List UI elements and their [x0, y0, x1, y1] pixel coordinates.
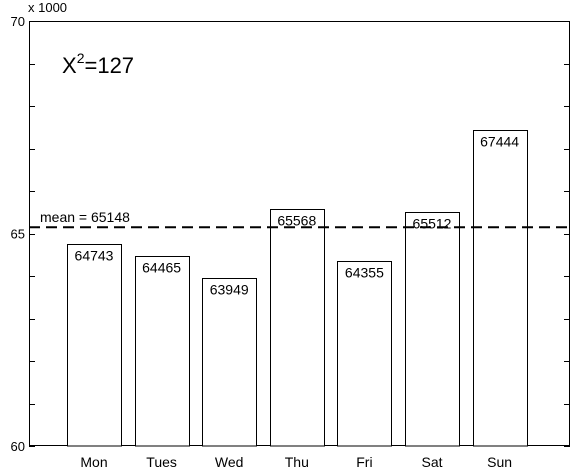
category-label: Thu: [285, 454, 309, 470]
y-multiplier-label: x 1000: [28, 0, 67, 15]
bar-wed: [202, 278, 257, 447]
bar-value-label: 64465: [142, 260, 181, 276]
category-label: Sun: [487, 454, 512, 470]
y-tick-labels: 60 65 70: [11, 14, 25, 454]
bar-mon: [67, 244, 122, 447]
chi-square-annotation: X2=127: [62, 50, 134, 78]
bar-tues: [135, 256, 190, 447]
bar-value-label: 64355: [345, 265, 384, 281]
mean-label: mean = 65148: [40, 209, 130, 225]
bar-value-label: 65568: [277, 213, 316, 229]
bar-value-labels: 64743 64465 63949 65568 64355 65512 67444: [75, 134, 520, 298]
bar-value-label: 67444: [480, 134, 519, 150]
chi-superscript: 2: [77, 50, 85, 66]
y-tick-label: 70: [11, 14, 25, 29]
category-label: Fri: [356, 454, 372, 470]
category-label: Wed: [215, 454, 244, 470]
y-tick-label: 60: [11, 439, 25, 454]
bars: [67, 130, 528, 447]
bar-value-label: 64743: [75, 248, 114, 264]
category-labels: Mon Tues Wed Thu Fri Sat Sun: [80, 454, 512, 470]
category-label: Tues: [146, 454, 177, 470]
bar-sun: [473, 130, 528, 447]
bar-fri: [337, 261, 392, 447]
chi-base: X: [62, 53, 77, 78]
bar-value-label: 63949: [210, 282, 249, 298]
y-tick-label: 65: [11, 227, 25, 242]
chi-value: =127: [84, 53, 134, 78]
bar-sat: [405, 212, 460, 447]
category-label: Sat: [421, 454, 442, 470]
category-label: Mon: [80, 454, 107, 470]
bar-thu: [270, 209, 325, 447]
bar-value-label: 65512: [413, 216, 452, 232]
